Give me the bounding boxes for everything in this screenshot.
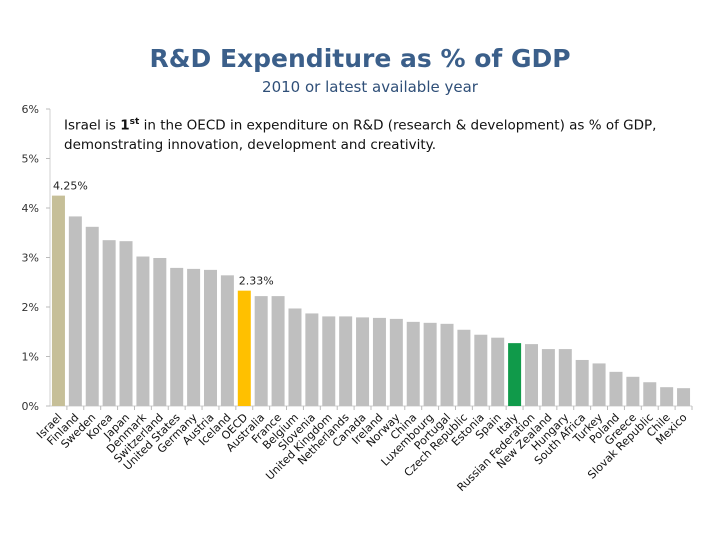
bar-united-states — [170, 267, 184, 406]
bar-south-africa — [575, 359, 589, 406]
annotation-post: in the OECD in expenditure on R&D (resea… — [64, 117, 657, 153]
y-tick-label: 6% — [22, 103, 39, 116]
y-tick-label: 1% — [22, 351, 39, 364]
bar-switzerland — [153, 257, 167, 406]
bar-austria — [204, 269, 217, 406]
bar-oecd — [237, 290, 251, 406]
bar-france — [271, 296, 285, 406]
bar-chile — [660, 387, 674, 406]
bar-finland — [68, 216, 82, 406]
y-tick-label: 0% — [22, 400, 39, 413]
bar-norway — [389, 318, 403, 406]
bar-denmark — [136, 256, 150, 406]
bar-hungary — [558, 349, 572, 406]
bar-portugal — [440, 323, 454, 406]
data-label: 4.25% — [53, 180, 88, 193]
y-tick-label: 2% — [22, 301, 39, 314]
bar-czech-republic — [457, 329, 471, 406]
bar-japan — [119, 241, 133, 406]
bar-iceland — [220, 275, 234, 406]
bar-luxembourg — [423, 322, 437, 406]
bar-poland — [609, 371, 623, 406]
bar-canada — [356, 317, 370, 406]
bar-russian-federation — [525, 344, 538, 406]
bar-australia — [254, 296, 268, 406]
bar-netherlands — [339, 316, 353, 406]
chart-subtitle: 2010 or latest available year — [262, 78, 478, 96]
data-label: 2.33% — [239, 275, 274, 288]
annotation-pre: Israel is — [64, 117, 121, 134]
y-tick-label: 5% — [22, 153, 39, 166]
bar-ireland — [372, 317, 386, 406]
bar-spain — [491, 337, 505, 406]
bar-korea — [102, 240, 116, 406]
bar-germany — [187, 268, 201, 406]
bar-mexico — [677, 388, 691, 406]
y-tick-label: 3% — [22, 252, 39, 265]
bar-estonia — [474, 334, 488, 406]
annotation-text: Israel is 1st in the OECD in expenditure… — [64, 113, 704, 155]
annotation-rank: 1 — [120, 117, 130, 134]
annotation-suffix: st — [129, 117, 140, 127]
bar-italy — [508, 343, 522, 406]
bar-united-kingdom — [322, 316, 336, 406]
bar-turkey — [592, 363, 606, 406]
bar-slovak-republic — [643, 382, 657, 406]
bar-china — [406, 321, 420, 406]
bar-belgium — [288, 308, 302, 406]
bar-slovenia — [305, 313, 319, 406]
chart-title: R&D Expenditure as % of GDP — [149, 44, 571, 73]
bar-israel — [51, 195, 65, 406]
bar-greece — [626, 376, 640, 406]
y-tick-label: 4% — [22, 202, 39, 215]
bar-new-zealand — [541, 349, 555, 406]
bar-sweden — [85, 226, 99, 406]
